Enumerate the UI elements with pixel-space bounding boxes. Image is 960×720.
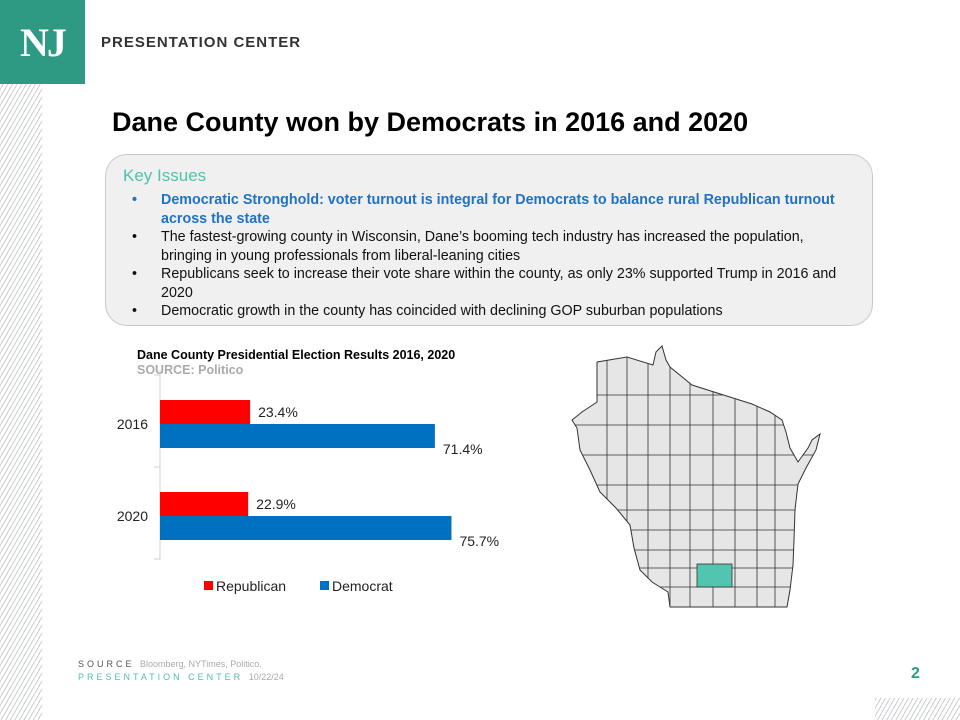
key-issue-item: Democratic Stronghold: voter turnout is … [132, 191, 852, 228]
slide-title: Dane County won by Democrats in 2016 and… [112, 107, 749, 137]
footer-center: PRESENTATION CENTER 10/22/24 [78, 672, 284, 682]
bar-democrat [160, 424, 435, 448]
nj-logo: NJ [0, 0, 85, 84]
key-issues-list: Democratic Stronghold: voter turnout is … [132, 191, 852, 321]
data-label: 71.4% [443, 441, 483, 457]
dane-county-highlight [696, 563, 733, 588]
data-label: 22.9% [256, 496, 296, 512]
key-issue-item: Republicans seek to increase their vote … [132, 265, 852, 302]
chart-source: SOURCE: Politico [137, 363, 244, 377]
legend-label: Republican [216, 578, 286, 594]
key-issues-heading: Key Issues [123, 166, 207, 185]
data-label: 75.7% [459, 533, 499, 549]
bar-republican [160, 492, 249, 516]
legend-label: Democrat [332, 578, 393, 594]
decorative-hatch-corner [875, 698, 960, 720]
data-label: 23.4% [258, 404, 298, 420]
page-number: 2 [911, 665, 920, 682]
footer-source: SOURCE Bloomberg, NYTimes, Politico. [78, 659, 262, 669]
category-label: 2020 [117, 508, 148, 524]
wisconsin-map [571, 345, 821, 608]
chart-title: Dane County Presidential Election Result… [137, 348, 456, 362]
footer-source-text: Bloomberg, NYTimes, Politico. [140, 659, 262, 669]
bar-republican [160, 400, 251, 424]
footer-center-label: PRESENTATION CENTER [78, 672, 244, 682]
county-borders [572, 346, 820, 607]
footer-date: 10/22/24 [248, 672, 284, 682]
bar-democrat [160, 516, 452, 540]
category-label: 2016 [117, 416, 148, 432]
legend-swatch [204, 581, 213, 590]
key-issues-box: Key Issues Democratic Stronghold: voter … [105, 154, 873, 326]
brand-name: PRESENTATION CENTER [101, 34, 302, 51]
key-issue-item: Democratic growth in the county has coin… [132, 302, 852, 321]
legend-swatch [320, 581, 329, 590]
decorative-hatch [0, 84, 42, 720]
bar-chart: 2016 23.4% 71.4% 2020 22.9% 75.7% Republican De… [117, 370, 499, 594]
footer-source-label: SOURCE [78, 659, 135, 669]
key-issue-item: The fastest-growing county in Wisconsin,… [132, 228, 852, 265]
